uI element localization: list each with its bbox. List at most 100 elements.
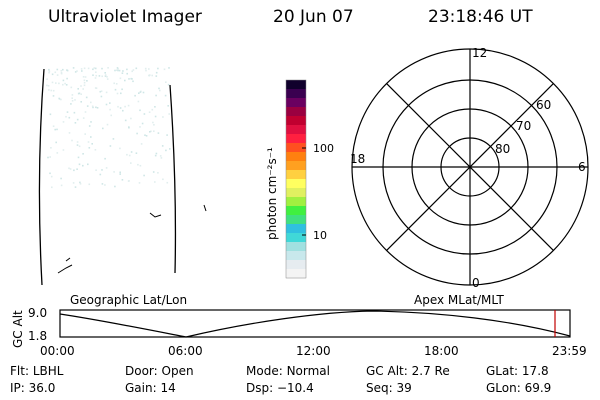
emission-speckle bbox=[168, 113, 170, 115]
emission-speckle bbox=[138, 182, 141, 184]
emission-speckle bbox=[167, 105, 169, 107]
emission-speckle bbox=[150, 130, 152, 133]
info-dsp-label: Dsp: bbox=[246, 381, 274, 395]
emission-speckle bbox=[87, 163, 89, 166]
info-gc-alt-value: 2.7 Re bbox=[411, 364, 450, 378]
info-gc-alt-label: GC Alt: bbox=[366, 364, 408, 378]
emission-speckle bbox=[162, 116, 164, 118]
emission-speckle bbox=[68, 167, 70, 170]
info-seq: Seq: 39 bbox=[366, 381, 412, 395]
emission-speckle bbox=[94, 87, 97, 89]
polar-plot: 12 6 0 18 60 70 80 bbox=[350, 46, 589, 290]
emission-speckle bbox=[163, 68, 166, 71]
emission-speckle bbox=[62, 83, 64, 86]
emission-speckle bbox=[60, 177, 62, 180]
emission-speckle bbox=[70, 86, 73, 89]
emission-speckle bbox=[98, 75, 101, 77]
info-filter-value: LBHL bbox=[32, 364, 64, 378]
emission-speckle bbox=[154, 106, 156, 108]
emission-speckle bbox=[84, 111, 87, 113]
emission-speckle bbox=[153, 130, 155, 132]
emission-speckle bbox=[139, 164, 142, 167]
emission-speckle bbox=[122, 109, 124, 112]
emission-speckle bbox=[119, 173, 121, 175]
emission-speckle bbox=[68, 132, 71, 134]
emission-speckle bbox=[76, 141, 79, 143]
emission-speckle bbox=[60, 184, 63, 187]
emission-speckle bbox=[48, 68, 50, 71]
emission-speckle bbox=[99, 173, 102, 176]
emission-speckle bbox=[60, 72, 63, 75]
emission-speckle bbox=[127, 104, 130, 107]
emission-speckle bbox=[105, 91, 108, 94]
emission-speckle bbox=[155, 71, 158, 74]
emission-speckle bbox=[50, 175, 53, 178]
info-glat-value: 17.8 bbox=[521, 364, 549, 378]
emission-speckle bbox=[106, 78, 109, 80]
emission-speckle bbox=[119, 171, 121, 174]
emission-speckle bbox=[92, 74, 94, 76]
emission-speckle bbox=[95, 169, 97, 171]
timeline-left-title: Geographic Lat/Lon bbox=[70, 293, 187, 307]
emission-speckle bbox=[74, 71, 77, 73]
emission-speckle bbox=[106, 76, 108, 78]
emission-speckle bbox=[52, 89, 55, 92]
timeline-frame bbox=[59, 309, 571, 338]
geographic-image-panel bbox=[38, 67, 207, 286]
timeline-xtick-1800: 18:00 bbox=[424, 344, 459, 358]
emission-speckle bbox=[56, 68, 59, 71]
timeline-xtick-1200: 12:00 bbox=[296, 344, 331, 358]
emission-speckle bbox=[139, 109, 141, 112]
info-gain-label: Gain: bbox=[125, 381, 157, 395]
coastline-fragment-4 bbox=[203, 204, 207, 212]
colorbar-cell bbox=[286, 98, 306, 108]
info-seq-value: 39 bbox=[396, 381, 412, 395]
emission-speckle bbox=[139, 126, 141, 128]
colorbar-cell bbox=[286, 251, 306, 261]
emission-speckle bbox=[62, 79, 65, 82]
emission-speckle bbox=[82, 117, 85, 119]
emission-speckle bbox=[91, 105, 94, 108]
emission-speckle bbox=[71, 100, 74, 102]
emission-speckle bbox=[65, 84, 68, 86]
info-door-label: Door: bbox=[125, 364, 158, 378]
emission-speckle bbox=[124, 105, 126, 108]
emission-speckle bbox=[88, 183, 91, 186]
emission-speckle bbox=[101, 183, 104, 185]
emission-speckle bbox=[124, 119, 127, 122]
emission-speckle bbox=[135, 152, 138, 154]
colorbar-cell bbox=[286, 215, 306, 225]
emission-speckle bbox=[49, 172, 51, 175]
emission-speckle bbox=[154, 154, 157, 157]
emission-speckle bbox=[92, 68, 94, 71]
info-glon: GLon: 69.9 bbox=[486, 381, 551, 395]
emission-speckle bbox=[157, 132, 160, 134]
emission-speckle bbox=[48, 70, 51, 73]
emission-speckle bbox=[66, 69, 69, 72]
polar-label-mlat-70: 70 bbox=[516, 119, 531, 133]
emission-speckle bbox=[76, 168, 78, 170]
emission-speckle bbox=[104, 75, 107, 77]
emission-speckle bbox=[48, 71, 50, 74]
emission-speckle bbox=[93, 67, 96, 69]
emission-speckle bbox=[109, 102, 111, 104]
colorbar-tick-label-10: 10 bbox=[313, 229, 327, 242]
emission-speckle bbox=[137, 163, 139, 166]
emission-speckle bbox=[50, 89, 53, 92]
emission-speckle bbox=[73, 111, 76, 114]
emission-speckle bbox=[101, 75, 103, 78]
emission-speckle bbox=[94, 77, 97, 79]
emission-speckle bbox=[87, 141, 90, 143]
emission-speckle bbox=[144, 134, 146, 136]
colorbar-cell bbox=[286, 224, 306, 234]
emission-speckle bbox=[88, 125, 91, 127]
emission-speckle bbox=[155, 94, 157, 97]
timeline-ytick-bottom: 1.8 bbox=[28, 329, 47, 343]
info-glon-label: GLon: bbox=[486, 381, 521, 395]
polar-axis-diagonal-2 bbox=[386, 83, 554, 251]
emission-speckle bbox=[115, 69, 118, 71]
emission-speckle bbox=[51, 186, 53, 189]
emission-speckle bbox=[152, 171, 155, 173]
colorbar-tick-label-100: 100 bbox=[313, 142, 334, 155]
emission-speckle bbox=[117, 68, 119, 70]
